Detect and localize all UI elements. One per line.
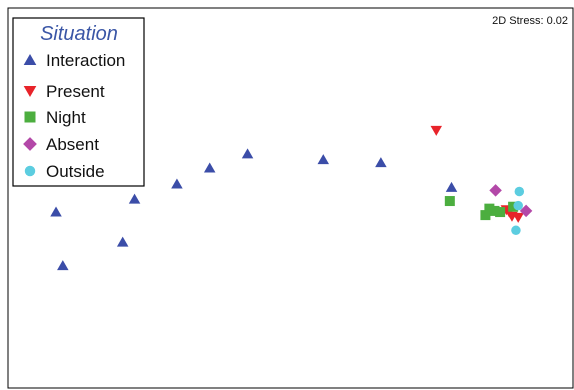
legend-label-absent: Absent — [46, 135, 99, 154]
point-interaction-3 — [128, 193, 141, 204]
point-night-2 — [484, 203, 495, 214]
legend-label-outside: Outside — [46, 162, 105, 181]
point-interaction-4 — [171, 178, 183, 189]
point-present-0 — [430, 125, 443, 136]
point-present-3 — [512, 212, 524, 223]
point-night-3 — [489, 205, 500, 216]
point-outside-0 — [514, 186, 525, 197]
point-interaction-7 — [317, 154, 330, 165]
legend-title: Situation — [40, 23, 118, 45]
point-absent-1 — [519, 204, 533, 218]
point-night-5 — [508, 201, 519, 212]
legend-label-present: Present — [46, 82, 105, 101]
point-outside-1 — [513, 200, 523, 211]
legend-box — [12, 17, 145, 187]
point-interaction-5 — [203, 162, 216, 173]
point-night-0 — [444, 196, 455, 207]
point-outside-2 — [511, 225, 521, 236]
point-interaction-0 — [50, 206, 62, 217]
points-layer — [50, 125, 533, 271]
point-interaction-9 — [445, 181, 458, 192]
stress-label: 2D Stress: 0.02 — [492, 15, 568, 27]
point-interaction-6 — [241, 148, 254, 159]
point-interaction-2 — [116, 236, 129, 247]
legend-entries: Interaction Present Night Absent Outside — [23, 51, 125, 181]
legend-marker-absent — [23, 137, 37, 151]
legend: Situation Interaction Present Night Absent O… — [12, 17, 145, 187]
legend-marker-night — [24, 111, 36, 123]
legend-marker-outside — [24, 165, 36, 177]
legend-label-night: Night — [46, 108, 86, 127]
legend-label-interaction: Interaction — [46, 51, 125, 70]
point-absent-0 — [489, 184, 502, 197]
point-interaction-8 — [375, 157, 387, 168]
point-night-4 — [495, 207, 506, 218]
legend-marker-present — [23, 86, 37, 98]
legend-marker-interaction — [23, 53, 37, 65]
point-night-1 — [480, 210, 491, 221]
point-interaction-1 — [57, 260, 69, 271]
